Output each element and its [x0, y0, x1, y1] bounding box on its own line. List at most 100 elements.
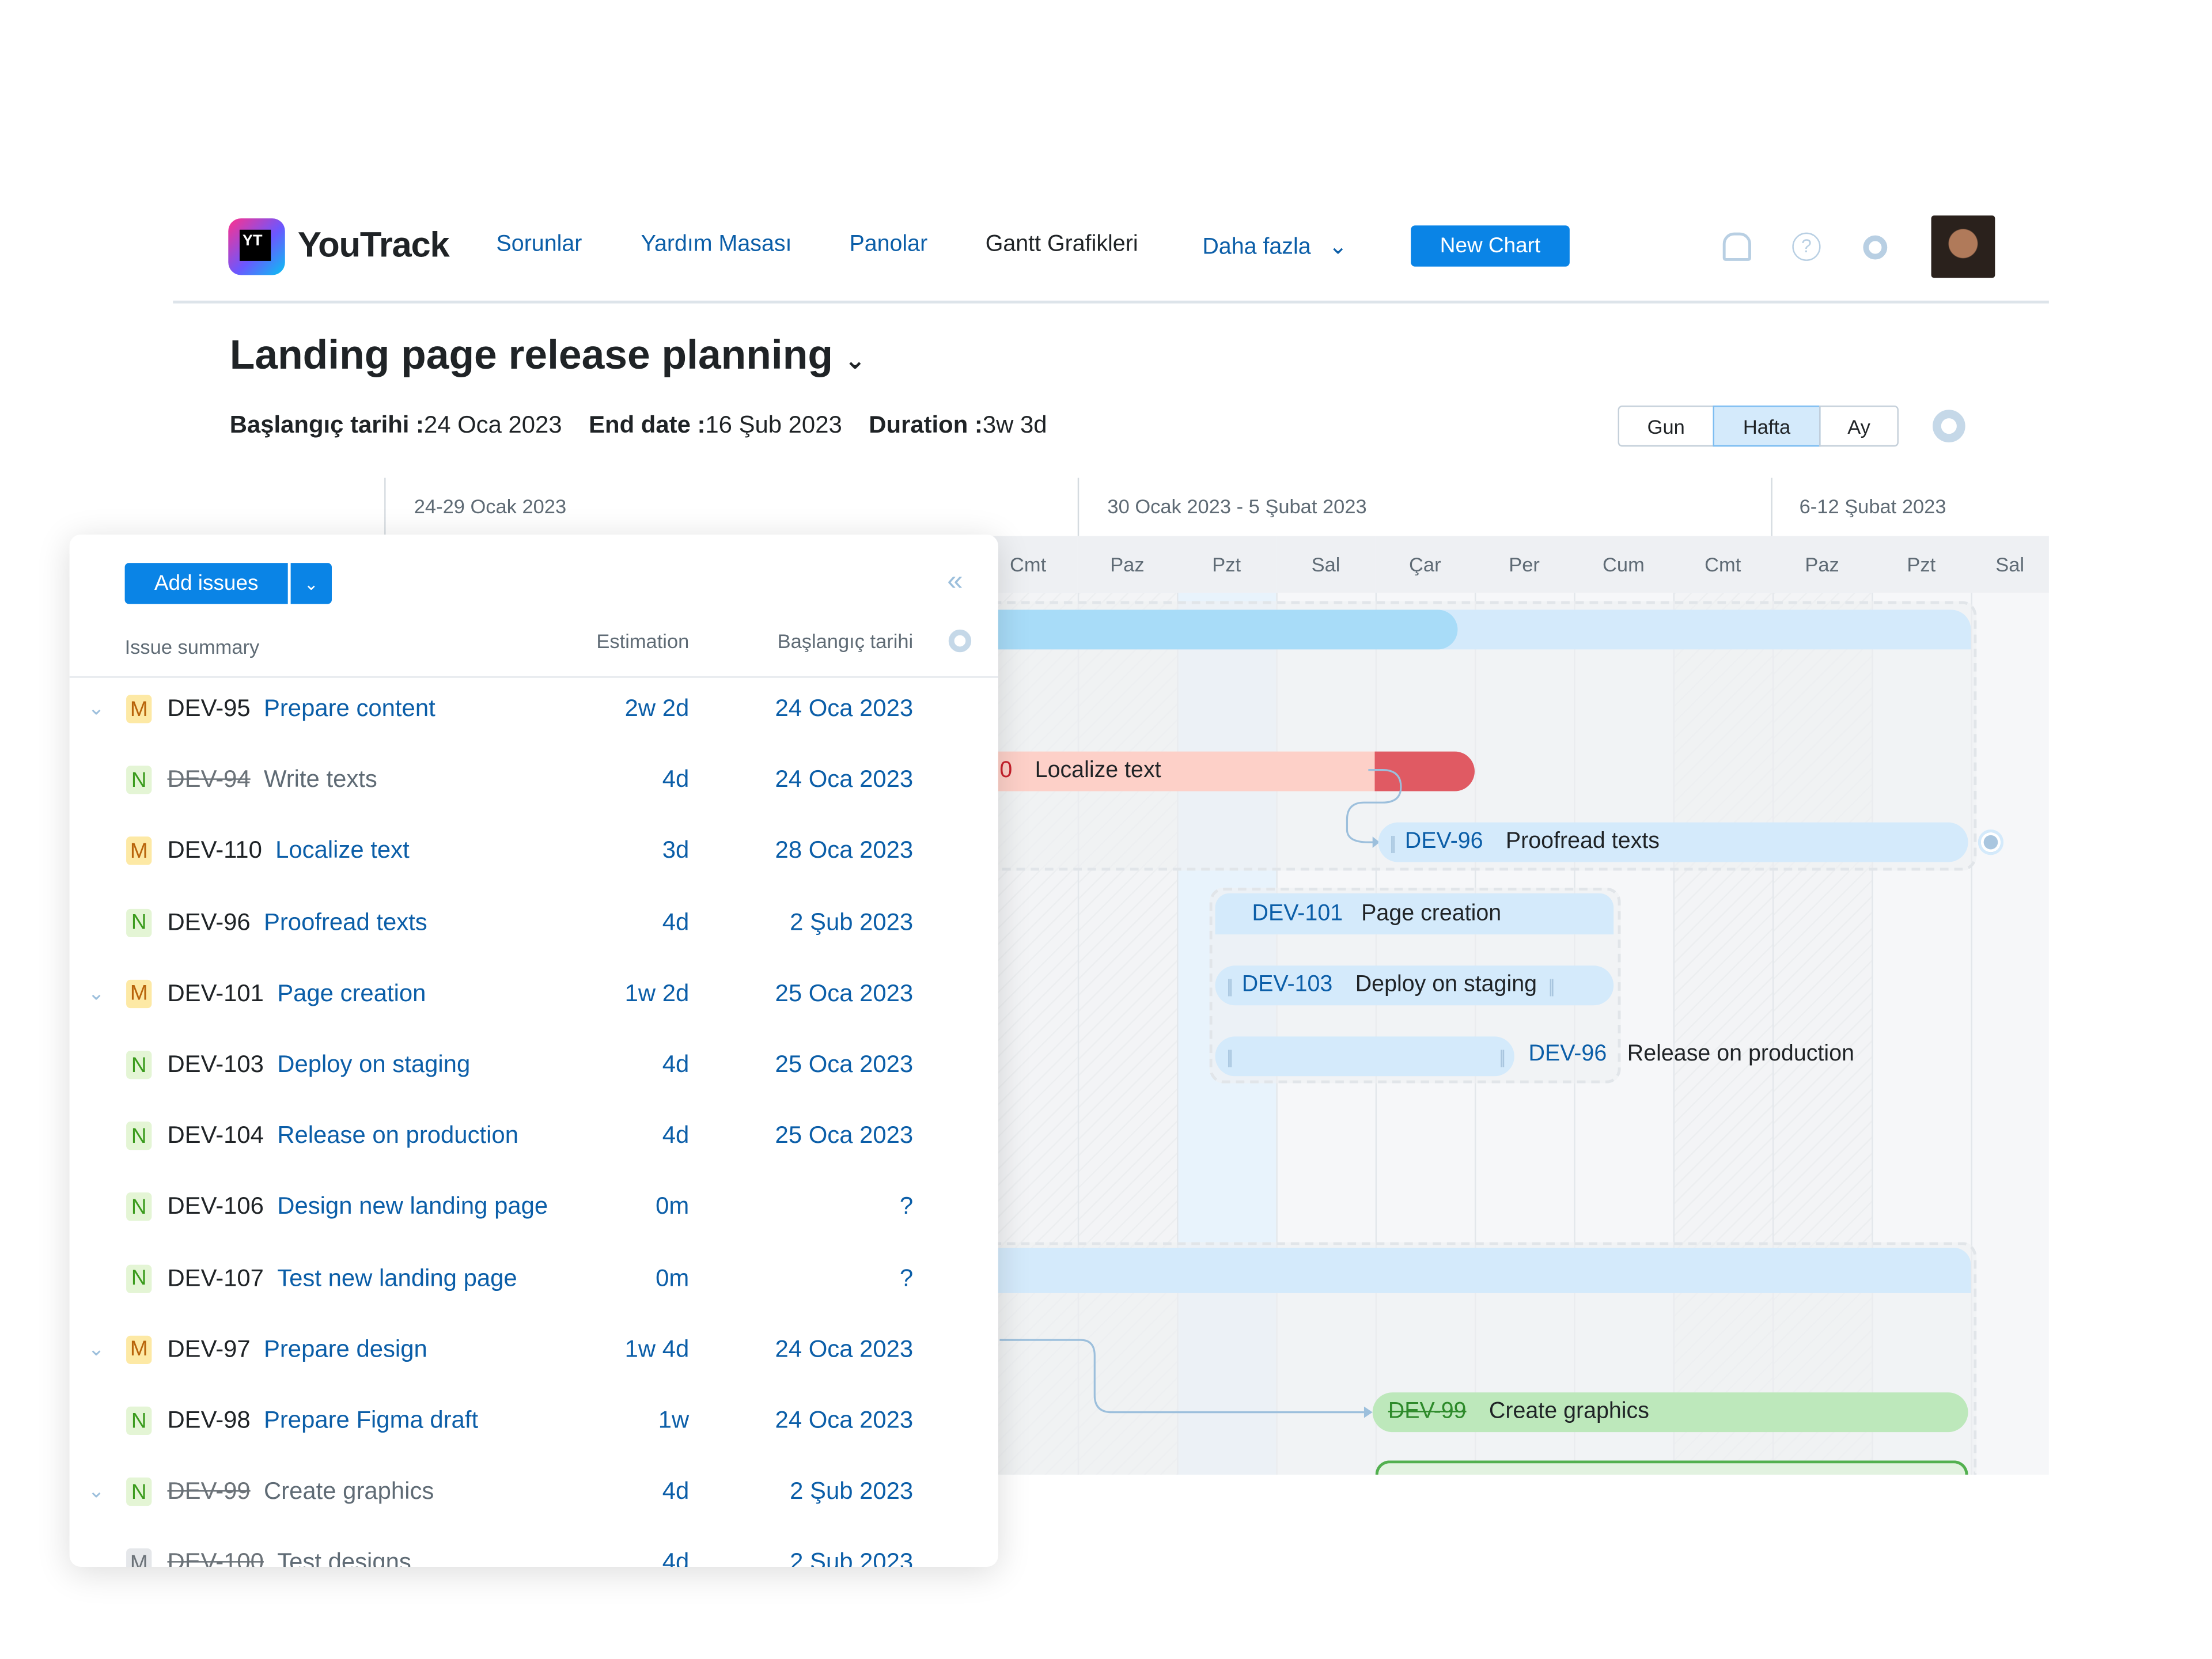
user-avatar[interactable] — [1931, 215, 1995, 278]
issue-row-text: DEV-100 Test designs — [167, 1549, 411, 1567]
issue-title[interactable]: Create graphics — [263, 1478, 434, 1505]
issue-row[interactable]: ⌄ N DEV-99 Create graphics 4d 2 Şub 2023 — [70, 1478, 998, 1534]
chevron-down-icon[interactable]: ⌄ — [88, 1336, 105, 1360]
bar-issue-title: Create graphics — [1488, 1399, 1649, 1424]
bar-proofread-texts[interactable]: || DEV-96 Proofread texts — [1378, 822, 1968, 862]
issue-row[interactable]: ⌄ M DEV-97 Prepare design 1w 4d 24 Oca 2023 — [70, 1335, 998, 1392]
issue-row-text: DEV-107 Test new landing page — [167, 1264, 517, 1293]
issue-estimation: 0m — [656, 1193, 690, 1220]
issue-title[interactable]: Proofread texts — [263, 908, 427, 935]
issue-title[interactable]: Design new landing page — [277, 1193, 548, 1220]
issue-id[interactable]: DEV-100 — [167, 1548, 264, 1567]
nav-panolar[interactable]: Panolar — [849, 232, 928, 257]
issue-row-text: DEV-104 Release on production — [167, 1122, 518, 1150]
issue-row[interactable]: M DEV-110 Localize text 3d 28 Oca 2023 — [70, 837, 998, 893]
issue-start-date: 25 Oca 2023 — [775, 1050, 914, 1078]
bar-issue-id: DEV-96 — [1528, 1042, 1607, 1067]
group-bar-dev-97[interactable] — [850, 1248, 1971, 1293]
nav-more-label: Daha fazla — [1202, 235, 1311, 260]
bar-release-on-production[interactable]: || || — [1215, 1036, 1514, 1077]
collapse-panel-icon[interactable]: « — [947, 566, 963, 597]
issue-row[interactable]: N DEV-94 Write texts 4d 24 Oca 2023 — [70, 766, 998, 823]
issue-row[interactable]: M DEV-100 Test designs 4d 2 Şub 2023 — [70, 1548, 998, 1567]
issue-id[interactable]: DEV-94 — [167, 766, 251, 793]
issue-id[interactable]: DEV-96 — [167, 908, 251, 935]
settings-icon[interactable] — [1863, 235, 1888, 260]
chevron-down-icon[interactable]: ⌄ — [88, 980, 105, 1004]
help-icon[interactable]: ? — [1792, 232, 1821, 261]
issue-id[interactable]: DEV-101 — [167, 979, 264, 1007]
issue-id[interactable]: DEV-98 — [167, 1406, 251, 1434]
issue-id[interactable]: DEV-99 — [167, 1478, 251, 1505]
issue-title[interactable]: Prepare Figma draft — [263, 1406, 479, 1434]
issue-row[interactable]: N DEV-103 Deploy on staging 4d 25 Oca 2023 — [70, 1050, 998, 1107]
new-chart-button[interactable]: New Chart — [1411, 225, 1570, 267]
milestone-icon[interactable] — [1978, 829, 2004, 855]
view-week[interactable]: Hafta — [1713, 405, 1821, 447]
bar-create-graphics[interactable]: DEV-99 Create graphics — [1372, 1392, 1968, 1433]
issue-panel: Add issues ⌄ « Issue summary Estimation … — [69, 534, 998, 1567]
columns-settings-icon[interactable] — [948, 629, 972, 653]
issue-row[interactable]: ⌄ M DEV-101 Page creation 1w 2d 25 Oca 2023 — [70, 979, 998, 1036]
day-column — [1872, 592, 1971, 1475]
bar-test-designs[interactable] — [1375, 1460, 1968, 1475]
chevron-down-icon: ⌄ — [1328, 235, 1348, 260]
issue-id[interactable]: DEV-110 — [167, 837, 262, 865]
bell-icon[interactable] — [1722, 232, 1751, 261]
issue-row[interactable]: N DEV-98 Prepare Figma draft 1w 24 Oca 2023 — [70, 1406, 998, 1463]
bar-page-creation[interactable]: DEV-101 Page creation — [1215, 893, 1614, 935]
issue-id[interactable]: DEV-107 — [167, 1264, 264, 1291]
chevron-down-icon[interactable]: ⌄ — [88, 1479, 105, 1502]
bar-deploy-on-staging[interactable]: || DEV-103 Deploy on staging || — [1215, 965, 1614, 1006]
day-label: Per — [1474, 536, 1574, 593]
resize-handle[interactable]: || — [1226, 1046, 1233, 1067]
chevron-down-icon: ⌄ — [844, 346, 866, 374]
youtrack-logo[interactable]: YT — [228, 218, 285, 275]
issue-title[interactable]: Prepare design — [263, 1335, 427, 1363]
issue-title[interactable]: Prepare content — [263, 695, 435, 722]
bar-issue-title: Proofread texts — [1505, 829, 1660, 854]
resize-handle[interactable]: || — [1389, 831, 1396, 853]
issue-id[interactable]: DEV-103 — [167, 1050, 264, 1078]
issue-row[interactable]: N DEV-107 Test new landing page 0m? — [70, 1264, 998, 1321]
issue-type-badge: M — [126, 695, 152, 724]
issue-title[interactable]: Deploy on staging — [277, 1050, 471, 1078]
add-issues-dropdown[interactable]: ⌄ — [290, 563, 332, 604]
add-issues-button[interactable]: Add issues — [124, 563, 288, 604]
issue-row[interactable]: ⌄ M DEV-95 Prepare content 2w 2d 24 Oca 2023 — [70, 695, 998, 751]
issue-id[interactable]: DEV-106 — [167, 1193, 264, 1220]
issue-id[interactable]: DEV-97 — [167, 1335, 251, 1363]
issue-title[interactable]: Test new landing page — [277, 1264, 517, 1291]
issue-id[interactable]: DEV-95 — [167, 695, 251, 722]
issue-row[interactable]: N DEV-104 Release on production 4d 25 Oca 2… — [70, 1122, 998, 1179]
issue-start-date: 25 Oca 2023 — [775, 979, 914, 1007]
col-summary[interactable]: Issue summary — [124, 635, 260, 658]
issue-type-badge: N — [126, 766, 152, 794]
col-start-date[interactable]: Başlangıç tarihi — [777, 629, 914, 653]
issue-type-badge: N — [126, 1478, 152, 1506]
chart-settings-icon[interactable] — [1933, 410, 1965, 442]
issue-type-badge: M — [126, 1548, 152, 1567]
view-month[interactable]: Ay — [1819, 405, 1899, 447]
day-label: Paz — [1772, 536, 1872, 593]
chevron-down-icon[interactable]: ⌄ — [88, 696, 105, 719]
col-estimation[interactable]: Estimation — [596, 629, 690, 653]
nav-yardim-masasi[interactable]: Yardım Masası — [641, 232, 792, 257]
nav-sorunlar[interactable]: Sorunlar — [496, 232, 582, 257]
resize-handle[interactable]: || — [1499, 1046, 1505, 1067]
view-day[interactable]: Gun — [1618, 405, 1714, 447]
issue-title[interactable]: Localize text — [275, 837, 410, 865]
resize-handle[interactable]: || — [1226, 975, 1233, 997]
issue-row[interactable]: N DEV-96 Proofread texts 4d 2 Şub 2023 — [70, 908, 998, 965]
issue-row[interactable]: N DEV-106 Design new landing page 0m? — [70, 1193, 998, 1249]
issue-row-text: DEV-110 Localize text — [167, 837, 409, 865]
page-title[interactable]: Landing page release planning ⌄ — [230, 333, 866, 380]
issue-title[interactable]: Page creation — [277, 979, 426, 1007]
issue-title[interactable]: Test designs — [277, 1548, 411, 1567]
issue-title[interactable]: Write texts — [263, 766, 377, 793]
issue-id[interactable]: DEV-104 — [167, 1122, 264, 1149]
nav-more[interactable]: Daha fazla ⌄ — [1202, 233, 1347, 261]
issue-title[interactable]: Release on production — [277, 1122, 518, 1149]
nav-gantt[interactable]: Gantt Grafikleri — [985, 232, 1138, 257]
resize-handle[interactable]: || — [1548, 975, 1555, 997]
